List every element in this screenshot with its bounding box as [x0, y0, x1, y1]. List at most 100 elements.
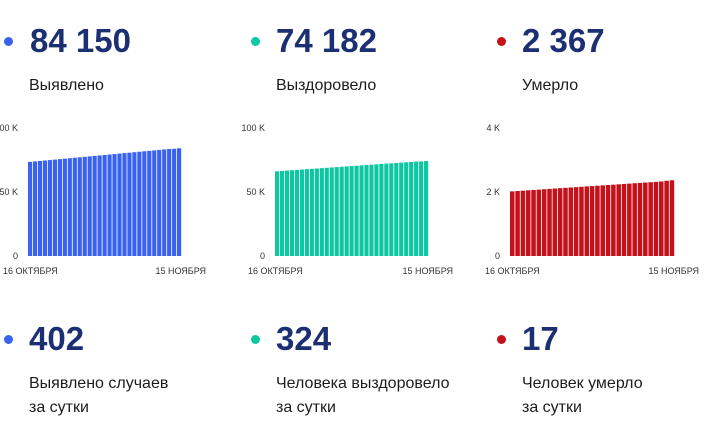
bar-deaths-27	[653, 181, 659, 256]
bar-recovered-17	[359, 165, 364, 256]
bar-detected-25	[152, 150, 157, 256]
bar-recovered-5	[299, 169, 305, 256]
bar-deaths-23	[632, 183, 637, 256]
ytick-label-detected-2: 100 K	[0, 123, 18, 133]
bar-detected-0	[28, 161, 33, 256]
bar-deaths-20	[616, 184, 621, 256]
bar-deaths-11	[568, 187, 574, 256]
bar-deaths-26	[648, 182, 653, 256]
bar-detected-16	[107, 154, 112, 256]
stat-value-detected: 84 150	[30, 22, 131, 59]
stat-label-recovered: Выздоровело	[276, 77, 377, 94]
bar-recovered-1	[279, 170, 285, 256]
bar-recovered-0	[275, 171, 280, 256]
bar-recovered-30	[424, 161, 429, 256]
bar-recovered-21	[379, 164, 384, 256]
stat-value-deaths: 2 367	[522, 22, 605, 59]
bar-detected-9	[72, 157, 77, 256]
bar-deaths-28	[659, 181, 664, 256]
xlabel-start-deaths: 16 ОКТЯБРЯ	[485, 266, 540, 276]
bar-deaths-14	[584, 186, 590, 256]
stat-dot-recovered	[251, 37, 260, 46]
bar-detected-11	[82, 156, 87, 256]
bar-recovered-8	[314, 168, 319, 256]
bar-deaths-18	[605, 185, 611, 256]
bar-deaths-5	[536, 189, 542, 256]
daily-label-detected-line1: Выявлено случаев	[29, 375, 169, 392]
ytick-label-recovered-1: 50 K	[246, 187, 265, 197]
bar-detected-2	[37, 160, 43, 256]
xlabel-start-recovered: 16 ОКТЯБРЯ	[248, 266, 303, 276]
bar-detected-20	[127, 152, 132, 256]
bar-detected-7	[62, 158, 67, 256]
bar-recovered-11	[329, 167, 334, 256]
bar-detected-10	[77, 157, 82, 256]
daily-value-deaths: 17	[522, 320, 559, 357]
bar-recovered-16	[354, 165, 359, 256]
bar-deaths-22	[627, 183, 632, 256]
daily-label-recovered-line2: за сутки	[276, 399, 336, 416]
daily-label-detected-line2: за сутки	[29, 399, 89, 416]
ytick-label-detected-0: 0	[13, 251, 18, 261]
bar-recovered-7	[309, 168, 314, 256]
bar-deaths-13	[579, 186, 584, 256]
bar-deaths-15	[589, 186, 595, 256]
bar-detected-8	[67, 158, 72, 256]
bar-detected-30	[177, 148, 182, 256]
bar-detected-13	[92, 155, 97, 256]
bar-detected-26	[157, 149, 162, 256]
ytick-label-recovered-2: 100 K	[241, 123, 265, 133]
bar-deaths-2	[520, 190, 526, 256]
bar-recovered-20	[374, 164, 379, 256]
bar-recovered-18	[364, 165, 369, 256]
bar-detected-12	[87, 156, 92, 256]
xlabel-end-detected: 15 НОЯБРЯ	[155, 266, 206, 276]
bar-recovered-19	[369, 164, 374, 256]
daily-label-deaths-line1: Человек умерло	[522, 375, 643, 392]
bar-recovered-23	[389, 163, 394, 256]
bar-recovered-12	[334, 167, 339, 256]
xlabel-end-recovered: 15 НОЯБРЯ	[402, 266, 453, 276]
daily-value-recovered: 324	[276, 320, 332, 357]
daily-dot-recovered	[251, 335, 260, 344]
ytick-label-detected-1: 50 K	[0, 187, 18, 197]
stat-value-recovered: 74 182	[276, 22, 377, 59]
bar-deaths-17	[600, 185, 605, 256]
daily-label-recovered-line1: Человека выздоровело	[276, 375, 450, 392]
bar-recovered-9	[319, 168, 324, 256]
bar-deaths-9	[557, 188, 563, 256]
ytick-label-deaths-2: 4 K	[486, 123, 500, 133]
bar-deaths-7	[547, 188, 552, 256]
bar-detected-21	[132, 152, 137, 256]
bar-detected-3	[42, 160, 48, 256]
chart-detected: 0 50 K 100 K 16 ОКТЯБРЯ 15 НОЯБРЯ	[0, 123, 206, 276]
ytick-label-deaths-1: 2 K	[486, 187, 500, 197]
bar-detected-5	[52, 159, 58, 256]
daily-dot-deaths	[497, 335, 506, 344]
bar-deaths-6	[541, 189, 547, 256]
bar-recovered-22	[384, 163, 389, 256]
stat-dot-deaths	[497, 37, 506, 46]
bar-detected-17	[112, 154, 117, 256]
daily-dot-detected	[4, 335, 13, 344]
bar-deaths-1	[515, 191, 520, 256]
bar-detected-29	[172, 148, 177, 256]
bar-recovered-27	[409, 161, 414, 256]
bar-detected-4	[47, 160, 53, 256]
bar-recovered-13	[339, 166, 344, 256]
stat-label-deaths: Умерло	[522, 77, 579, 94]
bar-deaths-0	[510, 191, 515, 256]
chart-deaths: 0 2 K 4 K 16 ОКТЯБРЯ 15 НОЯБРЯ	[485, 123, 699, 276]
ytick-label-recovered-0: 0	[260, 251, 265, 261]
bar-detected-28	[167, 148, 172, 256]
bar-deaths-25	[643, 182, 648, 256]
xlabel-start-detected: 16 ОКТЯБРЯ	[3, 266, 58, 276]
daily-label-deaths-line2: за сутки	[522, 399, 582, 416]
bar-recovered-28	[414, 161, 419, 256]
bar-deaths-10	[563, 187, 568, 256]
bar-recovered-24	[394, 162, 399, 256]
bar-recovered-10	[324, 167, 329, 256]
bar-recovered-15	[349, 166, 354, 256]
bar-deaths-16	[595, 185, 600, 256]
bar-recovered-3	[289, 170, 295, 256]
